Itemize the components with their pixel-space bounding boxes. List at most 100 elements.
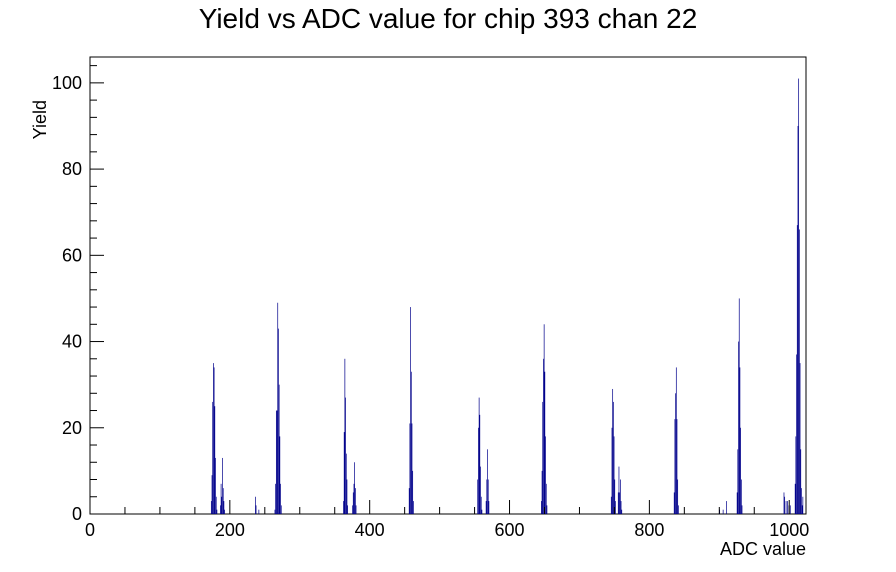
histogram-bar (736, 492, 738, 514)
histogram-bar (221, 496, 223, 514)
histogram-bar (258, 509, 260, 514)
histogram-bar (224, 509, 225, 514)
y-tick-label: 100 (52, 73, 82, 93)
y-tick-label: 0 (72, 504, 82, 524)
histogram-bar (545, 483, 547, 514)
histogram-bar (410, 307, 411, 514)
histogram-bar (613, 436, 615, 514)
histogram-bar (409, 423, 411, 514)
histogram-bar (355, 488, 356, 514)
histogram-bar (352, 492, 354, 514)
y-tick-label: 20 (62, 418, 82, 438)
histogram-bar (675, 393, 676, 514)
histogram-bar (216, 509, 218, 514)
x-tick-label: 800 (634, 520, 664, 540)
histogram-bar (222, 457, 223, 514)
histogram-bar (214, 406, 216, 514)
histogram-bar (480, 496, 482, 514)
x-tick-label: 600 (495, 520, 525, 540)
x-axis-ticks: 0 200 400 600 800 1000 (85, 500, 809, 540)
x-tick-label: 0 (85, 520, 95, 540)
histogram-bar (279, 436, 281, 514)
histogram-bar (784, 496, 786, 514)
histogram-bar (546, 505, 548, 514)
histogram-bar (741, 505, 743, 514)
histogram-bar (222, 488, 224, 514)
histogram-bar (343, 432, 345, 514)
histogram-bar (478, 397, 480, 514)
histogram-bar (255, 496, 256, 514)
y-axis-label: Yield (30, 100, 50, 139)
histogram-bar (223, 501, 225, 514)
histogram-bar (676, 419, 678, 514)
histogram-bar (613, 401, 614, 514)
histogram-bar (542, 401, 544, 514)
histogram-bar (480, 466, 481, 514)
y-tick-label: 60 (62, 245, 82, 265)
histogram-bar (488, 501, 490, 514)
histogram-bar (800, 449, 802, 514)
histogram-bar (674, 419, 676, 514)
histogram-bar (614, 479, 616, 514)
histogram-bar (410, 371, 412, 514)
x-tick-label: 400 (355, 520, 385, 540)
histogram-bar (213, 363, 214, 514)
histogram-bar (675, 367, 677, 514)
histogram-bar (739, 367, 741, 514)
histogram-bar (215, 457, 216, 514)
histogram-bar (673, 492, 675, 514)
y-tick-label: 40 (62, 332, 82, 352)
histogram-bar (210, 501, 212, 514)
histogram-bar (355, 505, 357, 514)
histogram-bar (215, 496, 217, 514)
histogram-bar (799, 229, 800, 514)
histogram-bar (278, 328, 279, 514)
histogram-bar (737, 449, 739, 514)
histogram-bar (785, 501, 787, 514)
histogram-bar (794, 483, 796, 514)
histogram-bar (481, 509, 483, 514)
histogram-bar (740, 427, 741, 514)
histogram-bar (413, 501, 414, 514)
histogram-bar (543, 358, 544, 514)
histogram-bar (343, 501, 344, 514)
histogram-bar (487, 479, 489, 514)
histogram-bar (740, 479, 742, 514)
histogram-bar (479, 414, 481, 514)
histogram-bar (347, 505, 349, 514)
x-tick-label: 200 (215, 520, 245, 540)
y-tick-label: 80 (62, 159, 82, 179)
histogram-bar (799, 363, 801, 514)
histogram-bar (677, 479, 679, 514)
histogram-bar (344, 358, 346, 514)
histogram-bar (353, 483, 355, 514)
histogram-bar (411, 423, 413, 514)
histogram-bar (617, 492, 619, 514)
histogram-bar (610, 496, 612, 514)
histogram-bar (478, 427, 479, 514)
histogram-bar (487, 449, 488, 514)
histogram-bar (477, 479, 479, 514)
histogram-bar (541, 470, 543, 514)
histogram-bar (738, 298, 740, 514)
histogram-bar (277, 302, 279, 514)
histogram-bar (352, 505, 353, 514)
histogram-bar (783, 492, 785, 514)
histogram-bar (797, 125, 799, 514)
histogram-bar (408, 488, 410, 514)
histogram-bar (789, 505, 791, 514)
histogram-bar (619, 492, 621, 514)
histogram-bar (726, 501, 727, 514)
histogram-bar (796, 354, 797, 514)
histogram-bar (280, 483, 281, 514)
histogram-bar (212, 401, 214, 514)
histogram-bar (612, 388, 614, 514)
histogram-bar (802, 496, 804, 514)
x-axis-label: ADC value (720, 539, 806, 559)
y-axis-ticks: 0 20 40 60 80 100 (52, 65, 104, 524)
histogram-bar (485, 501, 487, 514)
histogram-bar (543, 324, 545, 514)
x-tick-label: 1000 (769, 520, 809, 540)
histogram-bar (354, 462, 355, 514)
